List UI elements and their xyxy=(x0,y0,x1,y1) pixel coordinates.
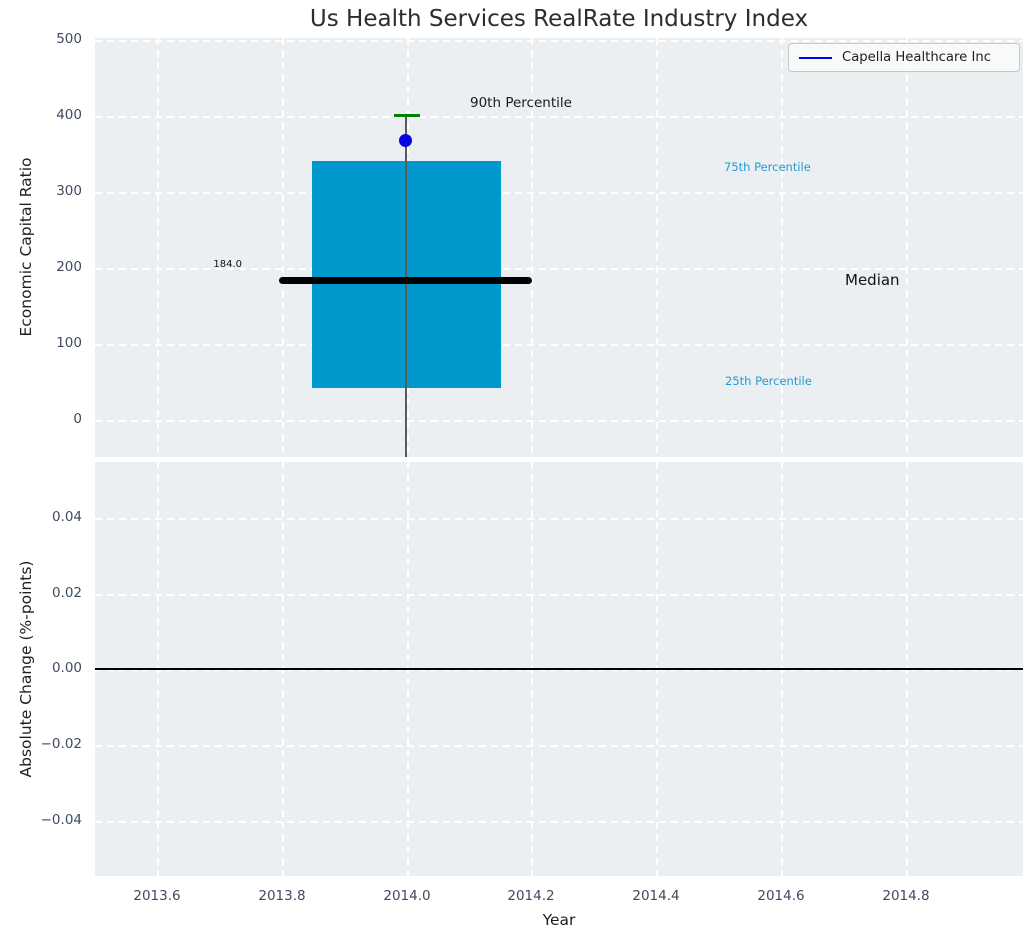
p25-annotation: 25th Percentile xyxy=(725,374,812,388)
xtick-label: 2014.4 xyxy=(632,888,680,904)
chart-title: Us Health Services RealRate Industry Ind… xyxy=(309,6,809,32)
x-axis-label: Year xyxy=(542,911,576,929)
ytick-label: 400 xyxy=(56,107,82,123)
gridline xyxy=(95,192,1023,194)
gridline xyxy=(95,116,1023,118)
median-annotation: Median xyxy=(845,271,900,289)
ytick-label: 0 xyxy=(73,411,82,427)
median-value-label: 184.0 xyxy=(213,259,242,270)
legend-label: Capella Healthcare Inc xyxy=(842,50,991,65)
top-y-axis-label: Economic Capital Ratio xyxy=(17,157,35,337)
ytick-label: 200 xyxy=(56,259,82,275)
legend-box: Capella Healthcare Inc xyxy=(788,43,1020,72)
bottom-plot-area xyxy=(95,462,1023,876)
gridline xyxy=(95,344,1023,346)
xtick-label: 2014.0 xyxy=(383,888,431,904)
gridline xyxy=(95,745,1023,747)
gridline xyxy=(95,594,1023,596)
p90-cap xyxy=(394,114,420,117)
gridline xyxy=(95,821,1023,823)
p75-annotation: 75th Percentile xyxy=(724,160,811,174)
bottom-y-axis-label: Absolute Change (%-points) xyxy=(17,560,35,778)
gridline xyxy=(95,40,1023,42)
gridline xyxy=(95,268,1023,270)
gridline xyxy=(906,38,908,457)
ytick-label: 0.02 xyxy=(51,585,82,601)
ytick-label: −0.04 xyxy=(40,812,82,828)
median-line xyxy=(279,277,532,284)
gridline xyxy=(157,38,159,457)
xtick-label: 2014.2 xyxy=(507,888,555,904)
company-data-point xyxy=(399,134,412,147)
xtick-label: 2014.6 xyxy=(757,888,805,904)
xtick-label: 2013.8 xyxy=(258,888,306,904)
xtick-label: 2013.6 xyxy=(133,888,181,904)
ytick-label: 0.00 xyxy=(51,660,82,676)
xtick-label: 2014.8 xyxy=(882,888,930,904)
ytick-label: 100 xyxy=(56,335,82,351)
ytick-label: −0.02 xyxy=(40,736,82,752)
whisker-line xyxy=(405,115,407,457)
gridline xyxy=(95,669,1023,671)
ytick-label: 500 xyxy=(56,31,82,47)
gridline xyxy=(656,38,658,457)
gridline xyxy=(282,38,284,457)
zero-baseline xyxy=(95,668,1023,670)
top-plot-area: 184.0 90th Percentile 75th Percentile 25… xyxy=(95,38,1023,457)
ytick-label: 300 xyxy=(56,183,82,199)
gridline xyxy=(95,518,1023,520)
ytick-label: 0.04 xyxy=(51,509,82,525)
gridline xyxy=(531,38,533,457)
p90-annotation: 90th Percentile xyxy=(470,95,572,111)
gridline xyxy=(781,38,783,457)
legend-line-sample xyxy=(799,57,832,59)
gridline xyxy=(95,420,1023,422)
